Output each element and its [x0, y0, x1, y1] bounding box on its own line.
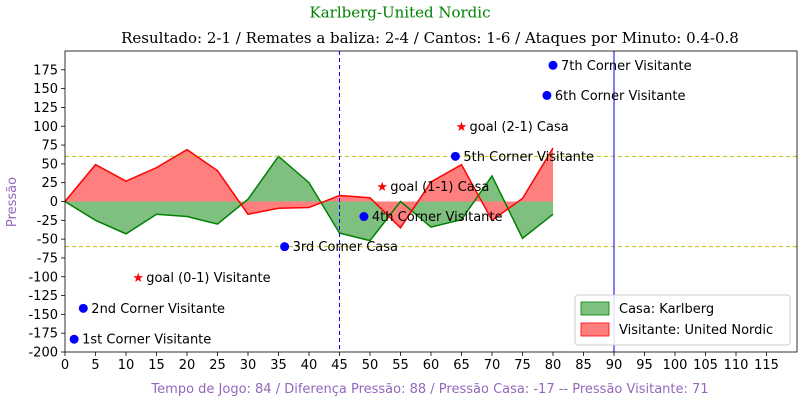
annotation-label-3: 3rd Corner Casa: [293, 240, 398, 255]
x-tick-label-4: 20: [179, 358, 196, 373]
y-tick-label-0: -200: [28, 346, 58, 361]
y-tick-label-1: -175: [28, 327, 58, 342]
x-axis: 0 5 10 15 20 25 30 35 40 45 50 55 60 65 70 75 80 85 90 95 10…: [61, 352, 779, 373]
y-tick-label-4: -100: [28, 270, 58, 285]
y-tick-label-8: 0: [50, 195, 58, 210]
x-tick-label-18: 90: [606, 358, 623, 373]
series-line-0: [64, 155, 554, 242]
x-tick-label-1: 5: [91, 358, 99, 373]
series-fill-0: [65, 156, 553, 241]
x-tick-label-19: 95: [636, 358, 653, 373]
x-tick-label-22: 110: [724, 358, 749, 373]
y-tick-label-3: -125: [28, 289, 58, 304]
chart-subtitle: Resultado: 2-1 / Remates a baliza: 2-4 /…: [121, 29, 739, 47]
annotations: 1st Corner Visitante 2nd Corner Visitante…: [69, 59, 692, 348]
annotation-label-2: goal (0-1) Visitante: [146, 271, 270, 286]
annotation-label-1: 2nd Corner Visitante: [91, 302, 225, 317]
series-line-1: [64, 147, 554, 230]
x-tick-label-16: 80: [545, 358, 562, 373]
x-tick-label-12: 60: [423, 358, 440, 373]
x-tick-label-11: 55: [392, 358, 409, 373]
annotation-label-8: 6th Corner Visitante: [555, 89, 686, 104]
corner-marker-6: [450, 151, 460, 161]
y-tick-label-14: 150: [33, 82, 58, 97]
y-axis: -200 -175 -150 -125 -100 -75 -50 -25 0 25 50 75 100 1…: [28, 63, 65, 361]
y-tick-label-6: -50: [37, 233, 58, 248]
annotation-label-5: goal (1-1) Casa: [390, 180, 489, 195]
corner-marker-1: [78, 303, 88, 313]
legend-label-1: Visitante: United Nordic: [619, 323, 773, 338]
y-tick-label-2: -150: [28, 308, 58, 323]
corner-marker-4: [359, 212, 369, 222]
y-tick-label-15: 175: [33, 63, 58, 78]
reference-lines: [65, 51, 797, 352]
corner-marker-0: [69, 334, 79, 344]
x-tick-label-14: 70: [484, 358, 501, 373]
y-tick-label-11: 75: [41, 139, 58, 154]
plot-fills: [65, 148, 553, 241]
y-tick-label-13: 125: [33, 101, 58, 116]
goal-marker-2: ★: [132, 271, 144, 286]
annotation-label-7: goal (2-1) Casa: [470, 120, 569, 135]
x-tick-label-17: 85: [575, 358, 592, 373]
x-tick-label-8: 40: [301, 358, 318, 373]
x-tick-label-2: 10: [118, 358, 135, 373]
y-tick-label-5: -75: [37, 251, 58, 266]
annotation-label-6: 5th Corner Visitante: [463, 150, 594, 165]
y-tick-label-9: 25: [41, 176, 58, 191]
corner-marker-9: [548, 60, 558, 70]
x-tick-label-7: 35: [270, 358, 287, 373]
annotation-label-9: 7th Corner Visitante: [561, 59, 692, 74]
goal-marker-7: ★: [456, 120, 468, 135]
y-tick-label-10: 50: [41, 157, 58, 172]
x-tick-label-20: 100: [663, 358, 688, 373]
plot-lines: [64, 147, 554, 242]
chart-title: Karlberg-United Nordic: [310, 4, 491, 22]
series-fill-1: [65, 148, 553, 228]
goal-marker-5: ★: [376, 180, 388, 195]
y-axis-label: Pressão: [5, 177, 20, 227]
x-tick-label-9: 45: [331, 358, 348, 373]
x-axis-label: Tempo de Jogo: 84 / Diferença Pressão: 8…: [150, 382, 708, 397]
x-tick-label-13: 65: [453, 358, 470, 373]
legend: Casa: Karlberg Visitante: United Nordic: [574, 294, 791, 346]
x-tick-label-0: 0: [61, 358, 69, 373]
y-tick-label-12: 100: [33, 120, 58, 135]
legend-swatch-0: [580, 301, 610, 316]
corner-marker-8: [542, 90, 552, 100]
legend-box: [574, 294, 791, 346]
x-tick-label-15: 75: [514, 358, 531, 373]
corner-marker-3: [280, 242, 290, 252]
x-tick-label-21: 105: [693, 358, 718, 373]
x-tick-label-5: 25: [209, 358, 226, 373]
y-tick-label-7: -25: [37, 214, 58, 229]
legend-swatch-1: [580, 322, 610, 337]
annotation-label-4: 4th Corner Visitante: [372, 210, 503, 225]
x-tick-label-3: 15: [148, 358, 165, 373]
legend-label-0: Casa: Karlberg: [619, 302, 714, 317]
x-tick-label-23: 115: [754, 358, 779, 373]
annotation-label-0: 1st Corner Visitante: [82, 333, 211, 348]
x-tick-label-6: 30: [240, 358, 257, 373]
x-tick-label-10: 50: [362, 358, 379, 373]
